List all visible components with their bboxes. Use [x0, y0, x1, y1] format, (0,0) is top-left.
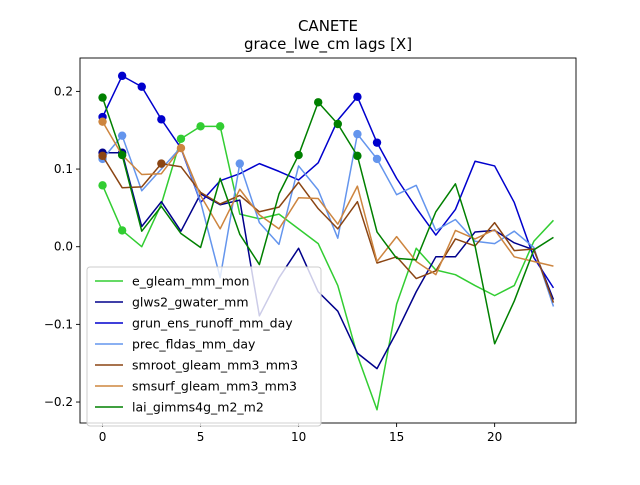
highlight-point — [98, 93, 107, 102]
series-line — [101, 155, 555, 303]
x-tick-label: 10 — [291, 430, 306, 444]
highlight-point — [137, 82, 146, 91]
highlight-point — [117, 71, 127, 81]
legend-label: prec_fldas_mm_day — [132, 337, 256, 352]
highlight-point — [98, 117, 107, 126]
highlight-point — [117, 131, 127, 140]
highlight-point — [176, 134, 186, 143]
highlight-point — [294, 150, 303, 160]
plot-frame — [79, 57, 577, 424]
highlight-point — [235, 159, 244, 168]
y-axis: −0.2 −0.1 0.0 0.1 0.2 — [44, 84, 80, 409]
legend: e_gleam_mm_mon glws2_gwater_mm grun_ens_ru… — [86, 266, 322, 427]
series-line — [102, 151, 555, 370]
highlight-point — [196, 122, 205, 131]
x-tick-label: 20 — [487, 430, 502, 444]
highlight-point — [353, 151, 362, 161]
highlight-point — [157, 159, 166, 168]
legend-label: smsurf_gleam_mm3_mm3 — [132, 379, 297, 394]
series-line — [101, 97, 554, 345]
series-smroot_gleam_mm3_mm3 — [98, 151, 555, 303]
series-line — [101, 121, 554, 276]
y-tick-label: −0.2 — [44, 395, 73, 409]
x-tick-label: 0 — [99, 430, 107, 444]
legend-box — [86, 266, 322, 427]
legend-label: smroot_gleam_mm3_mm3 — [132, 358, 298, 373]
x-tick-label: 5 — [197, 430, 205, 444]
highlight-point — [215, 122, 225, 131]
chart-subtitle: grace_lwe_cm lags [X] — [244, 35, 412, 54]
series-layer — [98, 71, 555, 411]
y-tick-label: 0.0 — [54, 240, 73, 254]
series-smsurf_gleam_mm3_mm3 — [98, 117, 554, 276]
x-tick-label: 15 — [389, 430, 404, 444]
highlight-point — [372, 138, 382, 147]
highlight-point — [98, 181, 107, 190]
y-tick-label: 0.2 — [54, 84, 73, 98]
legend-label: e_gleam_mm_mon — [132, 274, 249, 289]
highlight-point — [353, 129, 362, 139]
series-lai_gimms4g_m2_m2 — [98, 93, 554, 345]
highlight-point — [353, 92, 362, 102]
y-tick-label: 0.1 — [54, 162, 73, 176]
highlight-point — [333, 119, 343, 129]
highlight-point — [98, 151, 107, 161]
legend-label: glws2_gwater_mm — [132, 295, 249, 310]
legend-label: grun_ens_runoff_mm_day — [132, 316, 293, 331]
legend-label: lai_gimms4g_m2_m2 — [132, 400, 264, 415]
highlight-point — [117, 226, 127, 235]
y-tick-label: −0.1 — [44, 317, 73, 331]
highlight-point — [157, 115, 166, 124]
highlight-point — [372, 154, 382, 164]
chart-title: CANETE — [298, 17, 358, 35]
highlight-point — [313, 98, 323, 107]
highlight-point — [117, 150, 127, 160]
highlight-point — [176, 143, 186, 153]
series-grun_ens_runoff_mm_day — [98, 71, 555, 289]
series-line — [101, 75, 555, 289]
